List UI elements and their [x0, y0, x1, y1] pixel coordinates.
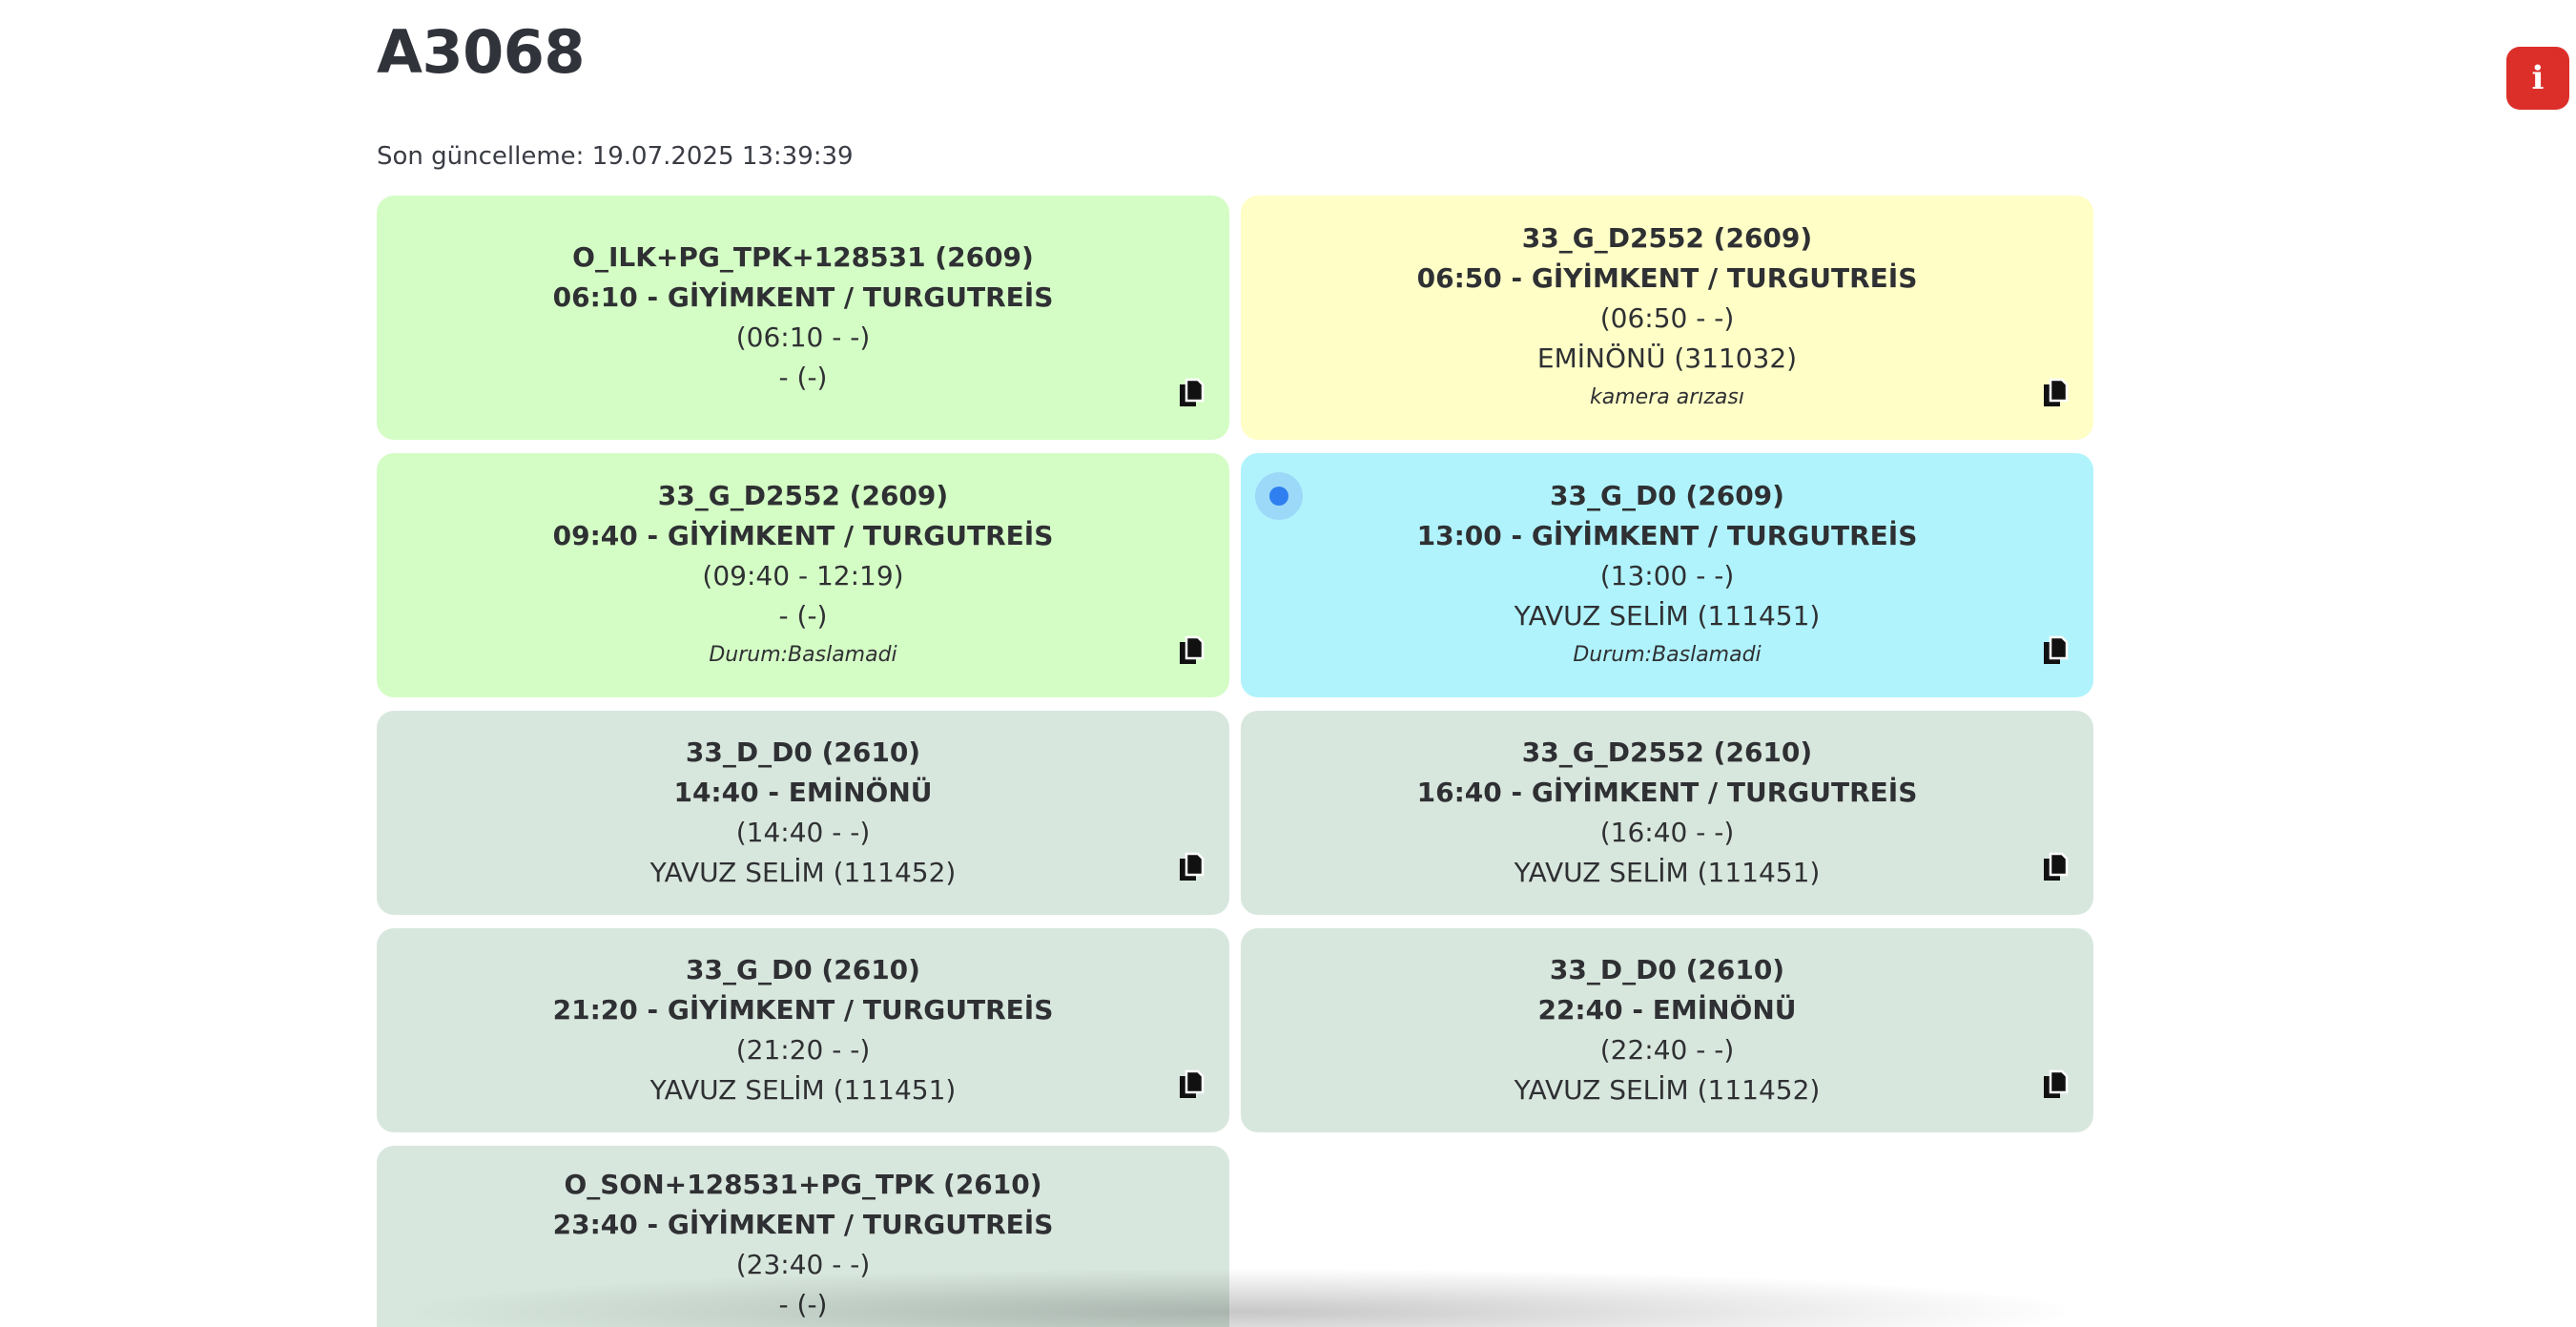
trip-driver: YAVUZ SELİM (111452)	[649, 857, 957, 888]
trip-note: kamera arızası	[1590, 385, 1744, 409]
copy-icon[interactable]	[1178, 378, 1205, 408]
copy-icon[interactable]	[1178, 635, 1205, 666]
trip-route: 33_G_D2552 (2609)	[657, 480, 949, 511]
trip-card[interactable]: 33_G_D2552 (2610) 16:40 - GİYİMKENT / TU…	[1241, 711, 2093, 915]
copy-icon[interactable]	[1178, 1069, 1205, 1100]
trip-times: (23:40 - -)	[735, 1249, 871, 1280]
trip-departure: 22:40 - EMİNÖNÜ	[1537, 994, 1797, 1026]
trip-times: (21:20 - -)	[735, 1034, 871, 1066]
trip-departure: 09:40 - GİYİMKENT / TURGUTREİS	[552, 520, 1054, 551]
trip-driver: YAVUZ SELİM (111451)	[1514, 857, 1821, 888]
trip-route: 33_D_D0 (2610)	[1549, 954, 1785, 985]
trip-times: (16:40 - -)	[1599, 817, 1735, 848]
trip-card[interactable]: 33_G_D0 (2609) 13:00 - GİYİMKENT / TURGU…	[1241, 453, 2093, 697]
trip-times: (06:10 - -)	[735, 321, 871, 353]
trip-times: (14:40 - -)	[735, 817, 871, 848]
trip-card[interactable]: 33_D_D0 (2610) 22:40 - EMİNÖNÜ (22:40 - …	[1241, 928, 2093, 1132]
trip-driver: YAVUZ SELİM (111451)	[649, 1074, 957, 1106]
trip-driver: - (-)	[778, 362, 828, 393]
trip-note: Durum:Baslamadi	[1573, 643, 1762, 667]
trip-card[interactable]: 33_D_D0 (2610) 14:40 - EMİNÖNÜ (14:40 - …	[377, 711, 1229, 915]
last-update-text: Son güncelleme: 19.07.2025 13:39:39	[377, 142, 854, 171]
trip-card-grid: O_ILK+PG_TPK+128531 (2609) 06:10 - GİYİM…	[377, 196, 2094, 1327]
trip-driver: - (-)	[778, 1289, 828, 1320]
trip-driver: EMİNÖNÜ (311032)	[1536, 342, 1798, 374]
trip-departure: 06:50 - GİYİMKENT / TURGUTREİS	[1416, 262, 1918, 294]
trip-times: (13:00 - -)	[1599, 560, 1735, 591]
copy-icon[interactable]	[1178, 852, 1205, 882]
trip-route: 33_G_D0 (2610)	[686, 954, 920, 985]
trip-departure: 06:10 - GİYİMKENT / TURGUTREİS	[552, 281, 1054, 313]
trip-departure: 14:40 - EMİNÖNÜ	[673, 777, 933, 808]
trip-times: (06:50 - -)	[1599, 302, 1735, 334]
active-trip-indicator	[1255, 472, 1303, 520]
trip-departure: 13:00 - GİYİMKENT / TURGUTREİS	[1416, 520, 1918, 551]
trip-departure: 23:40 - GİYİMKENT / TURGUTREİS	[552, 1209, 1054, 1240]
trip-card[interactable]: 33_G_D2552 (2609) 06:50 - GİYİMKENT / TU…	[1241, 196, 2093, 440]
trip-departure: 16:40 - GİYİMKENT / TURGUTREİS	[1416, 777, 1918, 808]
trip-route: 33_G_D0 (2609)	[1550, 480, 1784, 511]
trip-route: O_ILK+PG_TPK+128531 (2609)	[572, 241, 1034, 273]
trip-note: Durum:Baslamadi	[709, 643, 897, 667]
trip-card[interactable]: O_ILK+PG_TPK+128531 (2609) 06:10 - GİYİM…	[377, 196, 1229, 440]
trip-card[interactable]: 33_G_D2552 (2609) 09:40 - GİYİMKENT / TU…	[377, 453, 1229, 697]
trip-driver: YAVUZ SELİM (111451)	[1514, 600, 1821, 632]
copy-icon[interactable]	[2042, 1069, 2069, 1100]
copy-icon[interactable]	[2042, 378, 2069, 408]
trip-driver: - (-)	[778, 600, 828, 632]
trip-driver: YAVUZ SELİM (111452)	[1514, 1074, 1821, 1106]
trip-times: (09:40 - 12:19)	[702, 560, 904, 591]
trip-times: (22:40 - -)	[1599, 1034, 1735, 1066]
trip-card[interactable]: O_SON+128531+PG_TPK (2610) 23:40 - GİYİM…	[377, 1146, 1229, 1327]
trip-route: 33_G_D2552 (2610)	[1521, 736, 1813, 768]
trip-departure: 21:20 - GİYİMKENT / TURGUTREİS	[552, 994, 1054, 1026]
trip-card[interactable]: 33_G_D0 (2610) 21:20 - GİYİMKENT / TURGU…	[377, 928, 1229, 1132]
trip-route: 33_D_D0 (2610)	[685, 736, 921, 768]
page-title: A3068	[377, 17, 586, 87]
info-button[interactable]: i	[2506, 47, 2569, 110]
copy-icon[interactable]	[2042, 852, 2069, 882]
trip-route: O_SON+128531+PG_TPK (2610)	[564, 1169, 1042, 1200]
copy-icon[interactable]	[2042, 635, 2069, 666]
trip-route: 33_G_D2552 (2609)	[1521, 222, 1813, 254]
